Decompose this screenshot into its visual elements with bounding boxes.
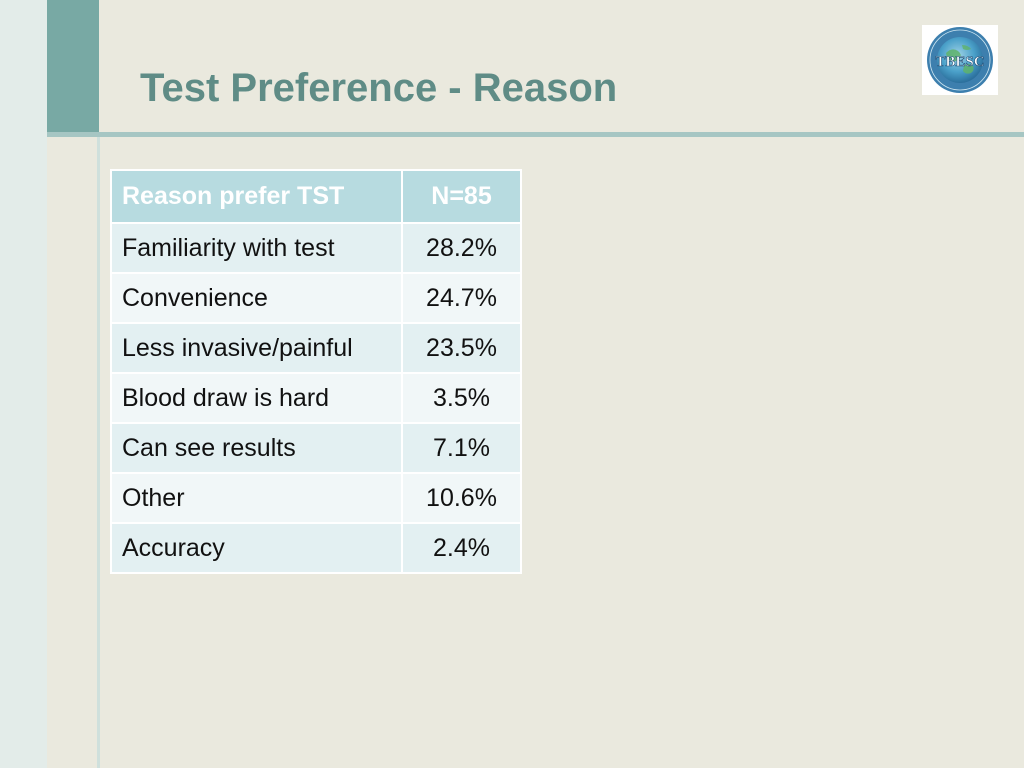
row-value: 3.5% <box>401 372 522 424</box>
table-header-row: Reason prefer TST N=85 <box>110 169 522 224</box>
row-value: 24.7% <box>401 272 522 324</box>
table-row: Less invasive/painful 23.5% <box>110 322 522 374</box>
row-reason: Blood draw is hard <box>110 372 403 424</box>
row-reason: Can see results <box>110 422 403 474</box>
row-value: 10.6% <box>401 472 522 524</box>
table-row: Can see results 7.1% <box>110 422 522 474</box>
globe-logo-icon: TBESC <box>927 27 993 93</box>
row-reason: Convenience <box>110 272 403 324</box>
table-row: Blood draw is hard 3.5% <box>110 372 522 424</box>
row-value: 28.2% <box>401 222 522 274</box>
left-decor-strip <box>0 0 47 768</box>
table-row: Other 10.6% <box>110 472 522 524</box>
row-reason: Less invasive/painful <box>110 322 403 374</box>
row-value: 23.5% <box>401 322 522 374</box>
row-reason: Familiarity with test <box>110 222 403 274</box>
tbesc-logo: TBESC <box>922 25 998 95</box>
row-reason: Accuracy <box>110 522 403 574</box>
row-reason: Other <box>110 472 403 524</box>
row-value: 7.1% <box>401 422 522 474</box>
header-reason: Reason prefer TST <box>110 169 403 224</box>
logo-text: TBESC <box>935 54 984 70</box>
left-accent-block <box>47 0 99 134</box>
table-row: Familiarity with test 28.2% <box>110 222 522 274</box>
table-row: Convenience 24.7% <box>110 272 522 324</box>
left-decor-bar <box>97 134 100 768</box>
reason-table: Reason prefer TST N=85 Familiarity with … <box>110 169 522 574</box>
table-row: Accuracy 2.4% <box>110 522 522 574</box>
slide-title: Test Preference - Reason <box>140 66 618 110</box>
row-value: 2.4% <box>401 522 522 574</box>
header-n: N=85 <box>401 169 522 224</box>
title-divider <box>47 132 1024 137</box>
